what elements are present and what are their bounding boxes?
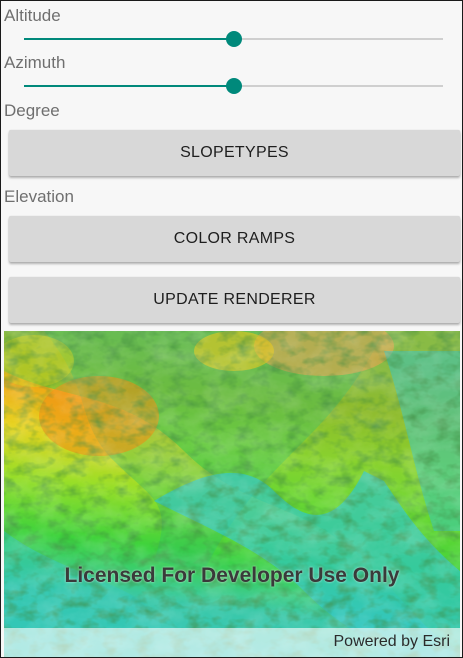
map-view[interactable]: Licensed For Developer Use Only Powered … bbox=[4, 331, 460, 657]
slope-type-value: Degree bbox=[4, 101, 60, 120]
altitude-slider[interactable] bbox=[24, 29, 443, 49]
attribution-text[interactable]: Powered by Esri bbox=[333, 633, 451, 650]
azimuth-slider[interactable] bbox=[24, 76, 443, 96]
altitude-label: Altitude bbox=[4, 6, 61, 25]
altitude-slider-thumb[interactable] bbox=[225, 31, 242, 47]
license-watermark: Licensed For Developer Use Only bbox=[64, 564, 400, 587]
azimuth-label: Azimuth bbox=[4, 53, 66, 72]
update-renderer-button[interactable]: UPDATE RENDERER bbox=[9, 277, 460, 323]
azimuth-slider-fill bbox=[24, 85, 234, 87]
color-ramp-value: Elevation bbox=[4, 187, 74, 206]
elevation-raster bbox=[4, 331, 460, 657]
azimuth-slider-thumb[interactable] bbox=[225, 78, 242, 94]
attribution-bar: Powered by Esri bbox=[4, 628, 460, 657]
altitude-slider-fill bbox=[24, 38, 234, 40]
color-ramps-button[interactable]: COLOR RAMPS bbox=[9, 216, 460, 262]
slope-types-button[interactable]: SLOPETYPES bbox=[9, 130, 460, 176]
